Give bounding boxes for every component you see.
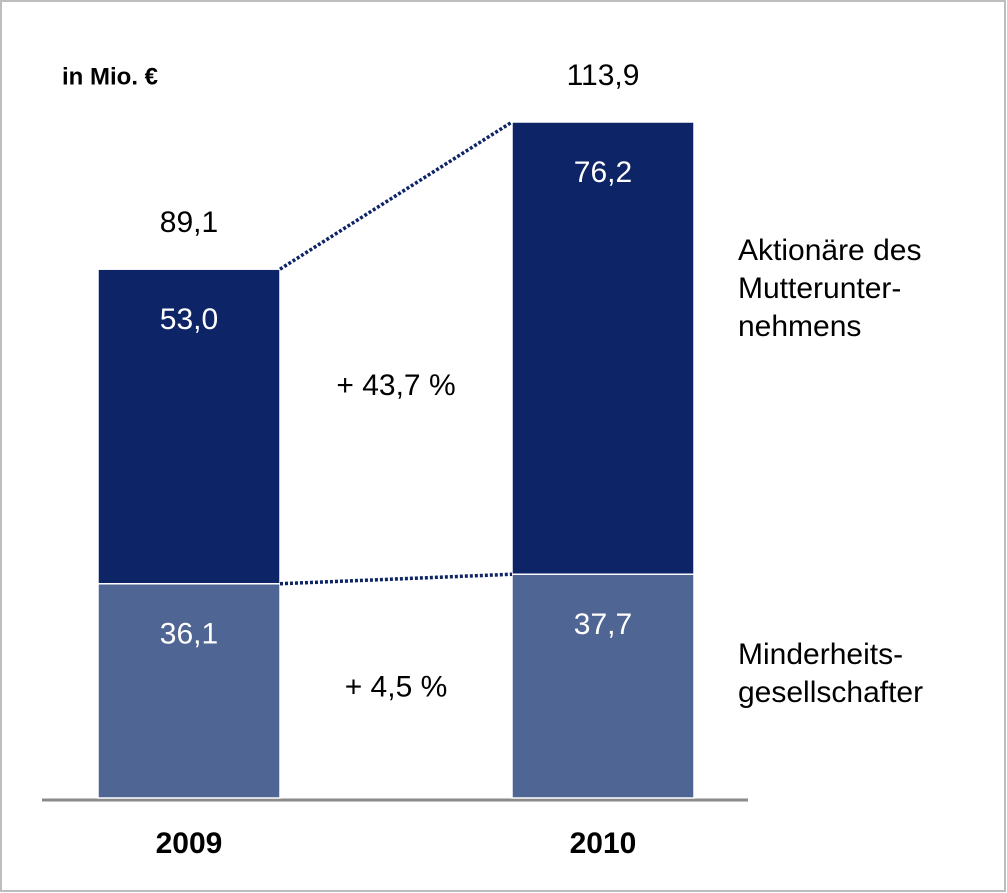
x-tick-label: 2009 <box>156 827 223 860</box>
unit-label: in Mio. € <box>62 63 158 90</box>
bar-segment <box>97 268 281 585</box>
value-label: 36,1 <box>160 618 218 651</box>
total-label: 89,1 <box>160 206 218 239</box>
value-label: 37,7 <box>574 608 632 641</box>
legend-entry: Aktionäre des Mutterunter-nehmens <box>738 234 922 343</box>
bar-segment <box>511 121 695 575</box>
annotation: + 43,7 % <box>336 369 455 402</box>
total-label: 113,9 <box>567 59 640 92</box>
bar-segment <box>511 573 695 799</box>
connector <box>279 120 513 271</box>
legend-entry: Minderheits-gesellschafter <box>738 638 924 709</box>
x-tick-label: 2010 <box>570 827 637 860</box>
connector <box>279 572 513 586</box>
bar-segment <box>97 582 281 799</box>
annotation: + 4,5 % <box>345 670 448 703</box>
value-label: 53,0 <box>160 303 218 336</box>
value-label: 76,2 <box>574 156 632 189</box>
